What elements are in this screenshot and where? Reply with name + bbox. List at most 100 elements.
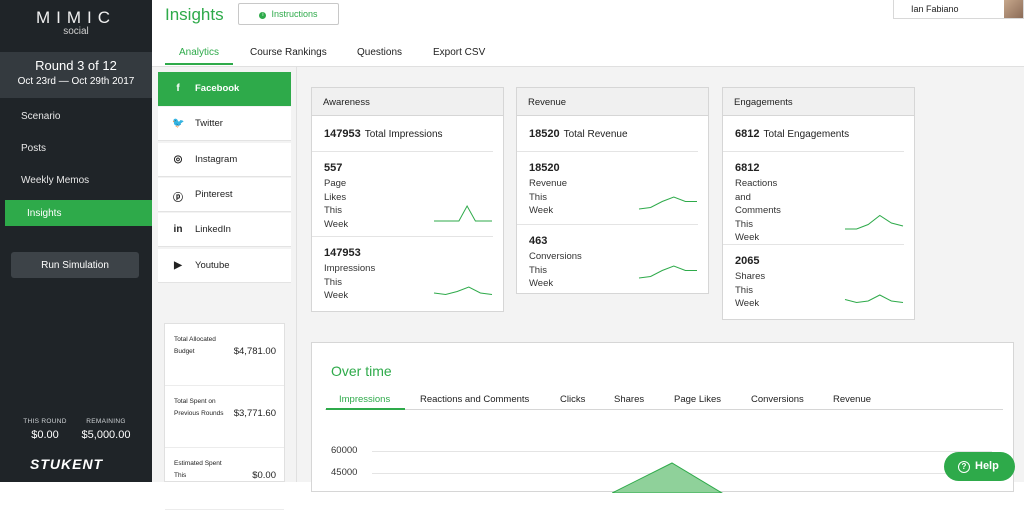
over-tab-impressions[interactable]: Impressions bbox=[339, 394, 391, 405]
social-panel: f Facebook 🐦 Twitter ◎ Instagram ⓟ Pinterest in L… bbox=[152, 67, 297, 510]
twitter-icon: 🐦 bbox=[172, 118, 185, 129]
sparkline-trend bbox=[433, 286, 493, 296]
user-menu[interactable]: Ian Fabiano bbox=[893, 0, 1024, 19]
sparkline bbox=[433, 286, 493, 296]
help-button[interactable]: ? Help bbox=[944, 452, 1015, 481]
card-title: Awareness bbox=[312, 88, 503, 116]
avatar bbox=[1004, 0, 1023, 18]
sparkline bbox=[638, 196, 697, 210]
user-name: Ian Fabiano bbox=[911, 4, 959, 14]
metric-label: Reactions and Comments This Week bbox=[735, 178, 781, 244]
social-item-instagram[interactable]: ◎ Instagram bbox=[158, 143, 291, 177]
tab-export-csv[interactable]: Export CSV bbox=[433, 47, 486, 58]
this-round-label: THIS ROUND bbox=[23, 418, 67, 425]
metric-value: 463 bbox=[529, 235, 548, 247]
budget-row: Estimated Spent This $0.00 bbox=[165, 448, 284, 510]
social-item-facebook[interactable]: f Facebook bbox=[158, 72, 291, 106]
card-total: 147953 Total Impressions bbox=[312, 116, 493, 152]
total-label: Total Revenue bbox=[563, 129, 628, 140]
card-total: 6812 Total Engagements bbox=[723, 116, 904, 152]
y-tick-label: 45000 bbox=[331, 467, 358, 478]
over-time-tabs: Impressions Reactions and Comments Click… bbox=[325, 387, 1003, 410]
impressions-area bbox=[612, 462, 723, 493]
main-content: Awareness 147953 Total Impressions 557 Page … bbox=[297, 67, 1024, 493]
sparkline bbox=[845, 214, 904, 230]
facebook-icon: f bbox=[176, 83, 180, 94]
social-item-linkedin[interactable]: in LinkedIn bbox=[158, 213, 291, 247]
over-tab-revenue[interactable]: Revenue bbox=[833, 394, 872, 405]
round-title: Round 3 of 12 bbox=[35, 58, 117, 73]
metric-value: 18520 bbox=[529, 162, 560, 174]
logo-sub: social bbox=[63, 26, 89, 37]
info-icon: i bbox=[259, 12, 267, 19]
nav-item-posts[interactable]: Posts bbox=[21, 143, 47, 154]
run-simulation-button[interactable]: Run Simulation bbox=[11, 252, 139, 278]
logo: MIMIC social bbox=[0, 8, 152, 37]
metric-label: Impressions This Week bbox=[324, 263, 376, 302]
budget-box: Total Allocated Budget $4,781.00 Total S… bbox=[164, 323, 285, 510]
budget-label: Total Spent on Previous Rounds bbox=[174, 398, 224, 418]
budget-row: Total Spent on Previous Rounds $3,771.60 bbox=[165, 386, 284, 448]
sparkline-trend bbox=[845, 214, 904, 230]
metric-value: 147953 bbox=[324, 247, 361, 259]
sparkline bbox=[434, 204, 492, 222]
social-item-label: Youtube bbox=[195, 260, 230, 271]
metric-label: Revenue This Week bbox=[529, 178, 568, 217]
card-title: Revenue bbox=[517, 88, 708, 116]
budget-row: Total Allocated Budget $4,781.00 bbox=[165, 324, 284, 386]
budget-value: $3,771.60 bbox=[233, 408, 276, 419]
grid-line bbox=[372, 451, 992, 452]
nav-item-scenario[interactable]: Scenario bbox=[21, 111, 61, 122]
instructions-label: Instructions bbox=[271, 9, 318, 19]
tab-analytics[interactable]: Analytics bbox=[179, 47, 220, 58]
card-engagements: Engagements 6812 Total Engagements 6812 Reac… bbox=[722, 87, 915, 320]
tab-active-indicator bbox=[165, 63, 233, 65]
sparkline bbox=[638, 265, 697, 279]
social-item-twitter[interactable]: 🐦 Twitter bbox=[158, 107, 291, 141]
metric-value: 2065 bbox=[735, 255, 760, 267]
instagram-icon: ◎ bbox=[173, 154, 183, 165]
metric-value: 557 bbox=[324, 162, 343, 174]
sparkline-trend bbox=[434, 204, 492, 222]
sparkline-trend bbox=[844, 294, 904, 304]
nav-item-insights[interactable]: Insights bbox=[5, 200, 152, 226]
youtube-icon: ▶ bbox=[174, 260, 182, 271]
total-value: 18520 bbox=[529, 128, 560, 140]
over-tab-page-likes[interactable]: Page Likes bbox=[674, 394, 722, 405]
social-item-youtube[interactable]: ▶ Youtube bbox=[158, 249, 291, 283]
card-title: Engagements bbox=[723, 88, 914, 116]
total-value: 147953 bbox=[324, 128, 361, 140]
tab-questions[interactable]: Questions bbox=[357, 47, 403, 58]
help-icon: ? bbox=[958, 461, 970, 473]
logo-text: MIMIC bbox=[35, 8, 117, 27]
card-total: 18520 Total Revenue bbox=[517, 116, 698, 152]
social-item-label: Pinterest bbox=[195, 189, 233, 200]
budget-label: Total Allocated Budget bbox=[174, 336, 216, 356]
sparkline bbox=[844, 294, 904, 304]
round-info: Round 3 of 12 Oct 23rd — Oct 29th 2017 bbox=[0, 52, 152, 98]
nav-item-weekly-memos[interactable]: Weekly Memos bbox=[21, 175, 90, 186]
metric-row: 6812 Reactions and Comments This Week bbox=[723, 152, 904, 245]
social-item-label: Facebook bbox=[195, 83, 240, 94]
help-label: Help bbox=[975, 460, 999, 472]
social-item-pinterest[interactable]: ⓟ Pinterest bbox=[158, 178, 291, 212]
metric-row: 557 Page Likes This Week bbox=[312, 152, 493, 237]
sidebar: MIMIC social Round 3 of 12 Oct 23rd — Oc… bbox=[0, 0, 152, 482]
impressions-area-chart bbox=[612, 462, 723, 493]
social-item-label: Twitter bbox=[195, 118, 223, 129]
sparkline-trend bbox=[638, 265, 697, 279]
over-tab-conversions[interactable]: Conversions bbox=[751, 394, 804, 405]
remaining-label: REMAINING bbox=[86, 418, 126, 425]
over-tab-shares[interactable]: Shares bbox=[614, 394, 645, 405]
tab-course-rankings[interactable]: Course Rankings bbox=[250, 47, 327, 58]
instructions-button[interactable]: i Instructions bbox=[238, 3, 339, 25]
pinterest-icon: ⓟ bbox=[173, 193, 183, 204]
metric-value: 6812 bbox=[735, 162, 760, 174]
over-tab-active-indicator bbox=[326, 408, 405, 410]
metric-row: 463 Conversions This Week bbox=[517, 225, 698, 293]
over-time-panel: Over time Impressions Reactions and Comm… bbox=[311, 342, 1014, 493]
over-tab-reactions-comments[interactable]: Reactions and Comments bbox=[420, 394, 530, 405]
over-tab-clicks[interactable]: Clicks bbox=[560, 394, 586, 405]
y-tick-label: 60000 bbox=[331, 445, 358, 456]
round-dates: Oct 23rd — Oct 29th 2017 bbox=[17, 76, 135, 87]
